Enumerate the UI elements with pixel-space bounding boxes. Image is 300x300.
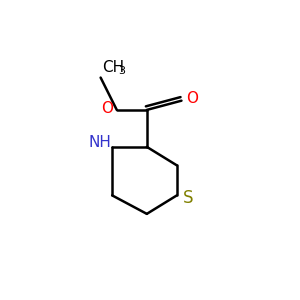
Text: CH: CH bbox=[102, 60, 124, 75]
Text: 3: 3 bbox=[118, 66, 125, 76]
Text: O: O bbox=[102, 101, 114, 116]
Text: S: S bbox=[183, 189, 194, 207]
Text: NH: NH bbox=[88, 135, 111, 150]
Text: O: O bbox=[186, 91, 198, 106]
